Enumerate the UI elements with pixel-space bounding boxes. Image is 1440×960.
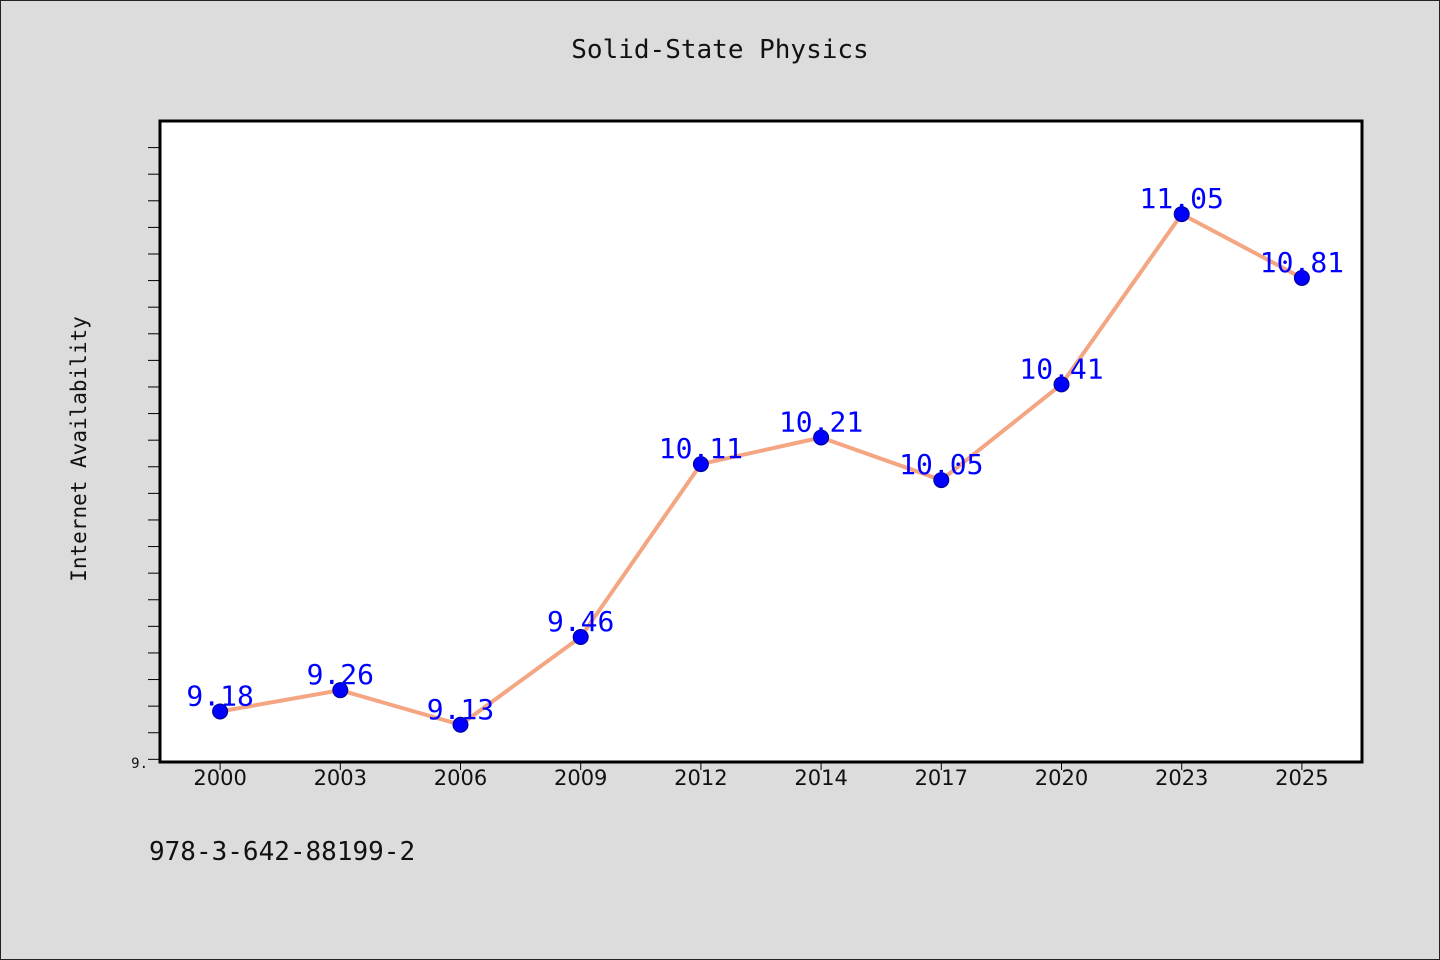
data-point	[692, 456, 709, 473]
data-label: 10.05	[899, 448, 983, 481]
data-label: 9.46	[547, 605, 614, 638]
y-tick-label: 9.	[131, 756, 148, 772]
x-tick-label: 2009	[554, 766, 607, 790]
data-point	[212, 703, 229, 720]
data-point	[813, 429, 830, 446]
data-point	[452, 716, 469, 733]
x-tick-label: 2020	[1035, 766, 1088, 790]
data-point	[1293, 269, 1310, 286]
data-point	[933, 472, 950, 489]
x-tick-label: 2003	[314, 766, 367, 790]
data-point	[572, 628, 589, 645]
data-point	[1053, 376, 1070, 393]
x-tick-label: 2006	[434, 766, 487, 790]
x-tick-label: 2023	[1155, 766, 1208, 790]
data-point	[1173, 206, 1190, 223]
data-point	[332, 682, 349, 699]
data-label: 9.13	[427, 693, 494, 726]
data-label: 11.05	[1140, 182, 1224, 215]
footer-id: 978-3-642-88199-2	[149, 837, 416, 867]
data-label: 10.81	[1260, 246, 1344, 279]
plot-area	[158, 119, 1364, 764]
series-line	[218, 212, 1304, 727]
data-label: 9.18	[186, 679, 253, 712]
x-tick-label: 2025	[1275, 766, 1328, 790]
data-label: 10.11	[659, 432, 743, 465]
x-tick-label: 2014	[794, 766, 847, 790]
x-tick-label: 2000	[193, 766, 246, 790]
data-label: 9.26	[307, 658, 374, 691]
data-label: 10.41	[1019, 352, 1103, 385]
x-tick-label: 2012	[674, 766, 727, 790]
data-label: 10.21	[779, 406, 863, 439]
chart-title: Solid-State Physics	[571, 35, 869, 65]
x-tick-label: 2017	[915, 766, 968, 790]
